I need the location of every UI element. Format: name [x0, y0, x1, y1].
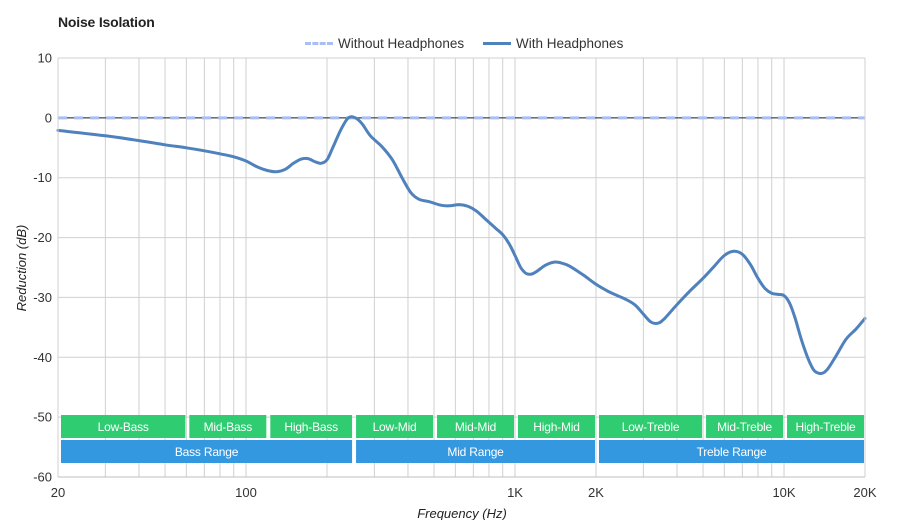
- x-tick-label: 10K: [772, 485, 795, 500]
- band-high-bass: [270, 415, 353, 438]
- chart-title: Noise Isolation: [58, 14, 155, 30]
- band-label: Mid Range: [447, 445, 504, 459]
- band-treble-range: [599, 440, 864, 463]
- y-tick-label: -60: [33, 470, 52, 485]
- y-tick-label: 10: [38, 51, 52, 66]
- frequency-range-bands: Low-Bass Mid-Bass High-Bass Low-Mid Mid-Mid H…: [61, 415, 864, 463]
- band-low-bass: [61, 415, 186, 438]
- band-label: Low-Bass: [98, 420, 149, 434]
- y-tick-label: -10: [33, 170, 52, 185]
- y-tick-label: -30: [33, 290, 52, 305]
- legend: Without Headphones With Headphones: [0, 36, 900, 54]
- y-tick-label: -50: [33, 410, 52, 425]
- band-low-mid: [356, 415, 434, 438]
- band-label: Treble Range: [697, 445, 767, 459]
- series-line-with-headphones: [56, 115, 867, 375]
- x-tick-label: 1K: [507, 485, 523, 500]
- y-axis-title: Reduction (dB): [14, 225, 29, 312]
- band-label: High-Treble: [795, 420, 856, 434]
- legend-label: Without Headphones: [338, 36, 465, 51]
- band-high-treble: [787, 415, 864, 438]
- x-tick-label: 100: [235, 485, 257, 500]
- y-tick-label: -20: [33, 230, 52, 245]
- x-tick-label: 2K: [588, 485, 604, 500]
- legend-item-without-headphones[interactable]: Without Headphones: [305, 36, 464, 51]
- band-label: High-Bass: [284, 420, 338, 434]
- series: [56, 115, 867, 375]
- band-mid-mid: [437, 415, 515, 438]
- band-mid-treble: [706, 415, 784, 438]
- band-mid-range: [356, 440, 595, 463]
- band-low-treble: [599, 415, 703, 438]
- legend-label: With Headphones: [516, 36, 624, 51]
- band-label: Low-Treble: [622, 420, 680, 434]
- x-tick-label: 20K: [853, 485, 876, 500]
- band-high-mid: [518, 415, 595, 438]
- band-mid-bass: [189, 415, 267, 438]
- band-bass-range: [61, 440, 353, 463]
- legend-item-with-headphones[interactable]: With Headphones: [483, 36, 623, 51]
- band-label: Bass Range: [175, 445, 239, 459]
- grid: [57, 57, 866, 478]
- y-tick-label: 0: [45, 110, 52, 125]
- band-label: Mid-Mid: [455, 420, 496, 434]
- x-tick-label: 20: [51, 485, 65, 500]
- solid-line-icon: [483, 42, 511, 45]
- band-label: Low-Mid: [373, 420, 417, 434]
- band-label: Mid-Treble: [717, 420, 772, 434]
- band-label: High-Mid: [533, 420, 579, 434]
- dashed-line-icon: [305, 42, 333, 45]
- x-axis-title: Frequency (Hz): [417, 506, 507, 520]
- band-label: Mid-Bass: [204, 420, 253, 434]
- y-tick-label: -40: [33, 350, 52, 365]
